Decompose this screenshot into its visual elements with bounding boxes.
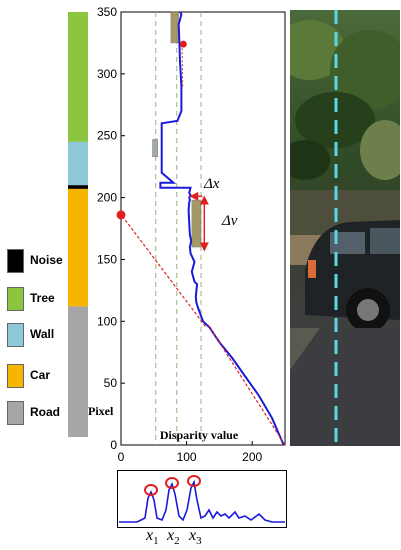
- y-tick-label: 150: [97, 252, 117, 266]
- y-tick-label: 300: [97, 67, 117, 81]
- legend-swatch-car: [7, 364, 24, 388]
- street-photo: [290, 10, 400, 446]
- legend-swatch-wall: [7, 323, 24, 347]
- region-box-3: [191, 199, 202, 248]
- segment-wall: [68, 141, 88, 186]
- legend-label-car: Car: [30, 368, 51, 382]
- x-tick-label: 200: [242, 450, 262, 464]
- region-box-2: [152, 139, 158, 157]
- marker-point-2: [179, 40, 187, 48]
- segment-road: [68, 306, 88, 437]
- delta-v-label: Δv: [222, 213, 238, 229]
- y-tick-label: 200: [97, 191, 117, 205]
- segment-noise: [68, 185, 88, 189]
- legend-swatch-tree: [7, 287, 24, 311]
- delta-x-label: Δx: [204, 176, 220, 192]
- peak-label-x1: x1: [146, 527, 159, 548]
- pixel-label: Pixel: [88, 404, 114, 418]
- peak-circle-1: [144, 484, 158, 496]
- peak-circle-2: [165, 477, 179, 489]
- peak-circle-3: [187, 475, 201, 487]
- x-tick-label: 0: [118, 450, 125, 464]
- plot-frame: [120, 11, 286, 446]
- x-axis-label: Disparity value: [160, 428, 239, 442]
- series-4: [181, 42, 184, 87]
- legend-label-tree: Tree: [30, 291, 55, 305]
- region-box-1: [170, 11, 179, 44]
- series-2: [207, 324, 286, 446]
- y-tick-label: 0: [110, 438, 117, 452]
- legend-label-wall: Wall: [30, 327, 55, 341]
- marker-point-1: [116, 210, 126, 220]
- series-1: [159, 11, 285, 446]
- disparity-histogram: [117, 470, 287, 528]
- peak-label-x3: x3: [189, 527, 202, 548]
- x-tick-label: 100: [177, 450, 197, 464]
- segment-bar: [68, 12, 88, 437]
- segment-tree: [68, 12, 88, 142]
- y-tick-label: 250: [97, 129, 117, 143]
- series-3: [121, 215, 207, 328]
- peak-label-x2: x2: [167, 527, 180, 548]
- legend-label-road: Road: [30, 405, 60, 419]
- legend-label-noise: Noise: [30, 253, 63, 267]
- legend-swatch-noise: [7, 249, 24, 273]
- y-tick-label: 100: [97, 314, 117, 328]
- legend-swatch-road: [7, 401, 24, 425]
- y-tick-label: 350: [97, 5, 117, 19]
- segment-car: [68, 188, 88, 307]
- y-tick-label: 50: [104, 376, 118, 390]
